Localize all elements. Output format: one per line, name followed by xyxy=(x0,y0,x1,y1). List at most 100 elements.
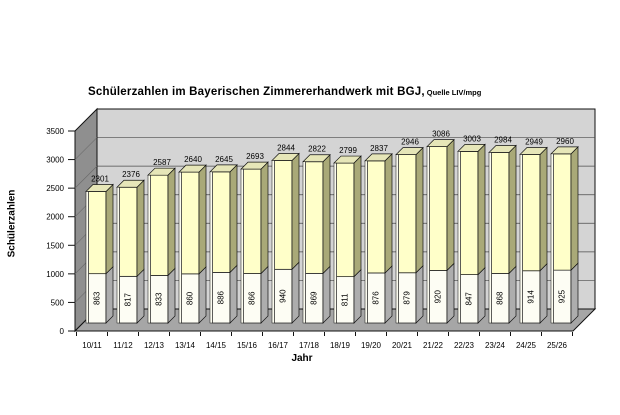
bar-left-edge xyxy=(240,168,244,324)
bar-top-face xyxy=(364,153,393,162)
bar-segment-label: 869 xyxy=(310,291,319,305)
bar-left-edge xyxy=(395,154,399,324)
x-category-label: 13/14 xyxy=(175,341,196,350)
bar-side-top-segment xyxy=(539,146,548,272)
bar-total-label: 2837 xyxy=(370,144,388,153)
bar-total-label: 2960 xyxy=(556,137,574,146)
bar-total-label: 2949 xyxy=(525,137,543,146)
bar-total-label: 2693 xyxy=(246,152,264,161)
bar-segment-label: 940 xyxy=(279,289,288,303)
bar-front-top-segment xyxy=(336,162,355,278)
bar-segment-label: 811 xyxy=(341,293,350,306)
bar-left-edge xyxy=(426,146,430,324)
bar-left-edge xyxy=(488,152,492,324)
x-category-label: 24/25 xyxy=(516,341,537,350)
bar-segment-label: 868 xyxy=(496,291,505,305)
bar-top-face xyxy=(271,153,300,161)
x-category-label: 19/20 xyxy=(361,341,382,350)
bar-total-label: 2640 xyxy=(184,155,202,164)
y-tick-label: 1500 xyxy=(46,241,64,250)
bar-left-edge xyxy=(364,160,368,324)
bar-top-face xyxy=(333,155,362,164)
bar-top-face xyxy=(178,164,207,173)
bar-side-bottom-segment xyxy=(539,262,548,324)
bar-front-top-segment xyxy=(429,146,448,271)
y-tick-label: 3000 xyxy=(46,156,64,165)
bar-front-top-segment xyxy=(88,191,107,275)
bar-segment-label: 914 xyxy=(527,290,536,304)
bar-side-top-segment xyxy=(167,167,176,277)
bar-side-bottom-segment xyxy=(105,265,114,324)
bar-side-bottom-segment xyxy=(229,264,238,324)
bar-side-top-segment xyxy=(105,183,114,275)
x-category-label: 15/16 xyxy=(237,341,258,350)
bar-total-label: 2587 xyxy=(153,158,171,167)
bar-side-top-segment xyxy=(384,153,393,274)
bar-segment-label: 886 xyxy=(217,290,226,304)
bar-side-bottom-segment xyxy=(446,262,455,324)
bar-side-bottom-segment xyxy=(291,261,300,324)
bar-front-top-segment xyxy=(212,171,231,273)
bar-side-bottom-segment xyxy=(322,265,331,324)
bar-front-top-segment xyxy=(522,154,541,272)
x-category-label: 14/15 xyxy=(206,341,227,350)
bar-total-label: 2822 xyxy=(308,145,326,154)
bar-side-top-segment xyxy=(229,164,238,274)
bar-left-edge xyxy=(209,171,213,324)
bar-side-bottom-segment xyxy=(415,264,424,324)
bar-left-edge xyxy=(116,186,120,324)
bar-side-top-segment xyxy=(446,138,455,272)
bar-total-label: 2984 xyxy=(494,135,512,144)
bar-side-bottom-segment xyxy=(167,267,176,324)
bar-side-bottom-segment xyxy=(570,262,579,324)
x-category-label: 20/21 xyxy=(392,341,413,350)
bar-segment-label: 925 xyxy=(558,289,567,303)
x-axis-title: Jahr xyxy=(291,353,313,364)
bar-front-top-segment xyxy=(398,154,417,274)
bar-top-face xyxy=(550,146,579,155)
bar-top-face xyxy=(209,164,238,173)
bar-side-bottom-segment xyxy=(260,265,269,324)
chart-title: Schülerzahlen im Bayerischen Zimmererhan… xyxy=(88,82,481,100)
x-category-label: 18/19 xyxy=(330,341,351,350)
bar-side-bottom-segment xyxy=(353,268,362,324)
bar-side-bottom-segment xyxy=(198,266,207,324)
left-wall-gridline xyxy=(74,165,98,189)
bar-top-face xyxy=(147,167,176,176)
bar-front-top-segment xyxy=(491,152,510,274)
bar-front-top-segment xyxy=(150,174,169,276)
x-category-label: 10/11 xyxy=(82,341,102,350)
bar-side-bottom-segment xyxy=(508,265,517,324)
bar-side-top-segment xyxy=(353,155,362,278)
y-tick-label: 2000 xyxy=(46,213,64,222)
bar-total-label: 3086 xyxy=(432,130,450,139)
bar-segment-label: 920 xyxy=(434,289,443,303)
bar-side-top-segment xyxy=(508,144,517,275)
bar-side-top-segment xyxy=(570,146,579,271)
bar-side-bottom-segment xyxy=(477,266,486,324)
bar-side-top-segment xyxy=(198,164,207,275)
bar-segment-label: 866 xyxy=(248,291,257,305)
bar-side-top-segment xyxy=(322,153,331,275)
bar-side-bottom-segment xyxy=(136,268,145,324)
bar-front-top-segment xyxy=(119,186,138,277)
bar-total-label: 3003 xyxy=(463,134,481,143)
bar-total-label: 2645 xyxy=(215,155,233,164)
bar-left-edge xyxy=(178,171,182,324)
bar-left-edge xyxy=(85,191,89,324)
x-category-label: 16/17 xyxy=(268,341,289,350)
bar-front-top-segment xyxy=(243,168,262,274)
bar-segment-label: 817 xyxy=(124,292,133,306)
bar-side-top-segment xyxy=(477,143,486,276)
x-category-label: 21/22 xyxy=(423,341,444,350)
bar-front-top-segment xyxy=(367,160,386,274)
bar-top-face xyxy=(519,147,548,155)
bar-left-edge xyxy=(550,153,554,324)
y-tick-label: 2500 xyxy=(46,184,64,193)
bar-left-edge xyxy=(333,162,337,324)
bar-total-label: 2301 xyxy=(91,175,109,184)
bar-segment-label: 876 xyxy=(372,291,381,305)
bar-top-face xyxy=(85,184,114,192)
y-tick-label: 0 xyxy=(60,327,65,336)
